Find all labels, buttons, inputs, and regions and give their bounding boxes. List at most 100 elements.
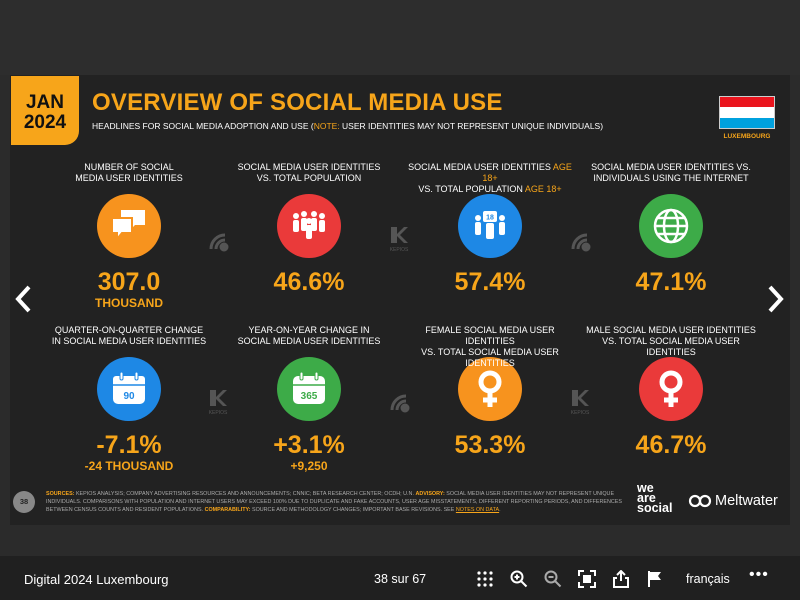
flag-stripe-white (720, 107, 774, 118)
label-line-1: FEMALE SOCIAL MEDIA USER IDENTITIES (425, 325, 555, 346)
luxembourg-flag-icon (719, 96, 775, 129)
grid-view-button[interactable] (474, 568, 496, 590)
people-18-icon: 18 (458, 194, 522, 258)
flag-icon (648, 571, 661, 587)
calendar-90-icon: 90 (97, 357, 161, 421)
label-line-1: MALE SOCIAL MEDIA USER IDENTITIES (586, 325, 756, 335)
metric-label: NUMBER OF SOCIAL MEDIA USER IDENTITIES (39, 162, 219, 186)
label-line-2: MEDIA USER IDENTITIES (75, 173, 183, 183)
metric-male-share: MALE SOCIAL MEDIA USER IDENTITIES vs. TOT… (581, 325, 761, 459)
female-symbol-icon (458, 357, 522, 421)
metric-value: 57.4% (454, 268, 526, 296)
slide-title: OVERVIEW OF SOCIAL MEDIA USE (92, 89, 503, 116)
metric-value: 46.6% (273, 268, 345, 296)
metric-value: 46.7% (635, 431, 707, 459)
metric-label: SOCIAL MEDIA USER IDENTITIES vs. INDIVIDU… (581, 162, 761, 186)
label-line-1: SOCIAL MEDIA USER IDENTITIES (408, 162, 551, 172)
label-line-2: vs. TOTAL POPULATION (256, 173, 362, 183)
datareportal-watermark-icon (389, 391, 413, 418)
meltwater-mark-icon (688, 494, 712, 508)
metric-vs-population-18plus: SOCIAL MEDIA USER IDENTITIES AGE 18+ vs. … (400, 162, 580, 296)
metric-sub: -24 THOUSAND (84, 459, 174, 473)
label-line-2: vs. TOTAL SOCIAL MEDIA USER IDENTITIES (421, 347, 559, 368)
notes-on-data-link[interactable]: NOTES ON DATA (455, 507, 500, 513)
label-line-1: SOCIAL MEDIA USER IDENTITIES vs. (591, 162, 751, 172)
comparability-text: SOURCE AND METHODOLOGY CHANGES; IMPORTAN… (250, 507, 456, 513)
zoom-in-button[interactable] (508, 568, 530, 590)
label-line-2: SOCIAL MEDIA USER IDENTITIES (237, 336, 381, 346)
metric-value: 307.0 (97, 268, 161, 296)
language-selector[interactable]: français (686, 572, 730, 586)
metric-label: SOCIAL MEDIA USER IDENTITIES vs. TOTAL PO… (219, 162, 399, 186)
subtitle-note: NOTE: (313, 121, 340, 131)
female-symbol-icon (639, 357, 703, 421)
viewer-top-bar (0, 0, 800, 75)
zoom-out-button[interactable] (542, 568, 564, 590)
subtitle-text: HEADLINES FOR SOCIAL MEDIA ADOPTION AND … (92, 121, 314, 131)
metric-sub: THOUSAND (95, 296, 163, 310)
sources-text: KEPIOS ANALYSIS; COMPANY ADVERTISING RES… (74, 491, 416, 497)
grid-icon (477, 571, 493, 587)
metric-vs-total-population: SOCIAL MEDIA USER IDENTITIES vs. TOTAL PO… (219, 162, 399, 296)
logo-line-3: social (637, 501, 673, 515)
label-line-1: SOCIAL MEDIA USER IDENTITIES (237, 162, 381, 172)
speech-bubbles-icon (97, 194, 161, 258)
label-line-2: vs. TOTAL POPULATION (418, 184, 523, 194)
slide-subtitle: HEADLINES FOR SOCIAL MEDIA ADOPTION AND … (92, 121, 603, 131)
more-options-button[interactable]: ••• (749, 566, 769, 583)
slide-page-number: 38 (13, 491, 35, 513)
kepios-watermark-text: KEPIOS (389, 247, 409, 253)
kepios-watermark-text: KEPIOS (208, 410, 228, 416)
metric-label: FEMALE SOCIAL MEDIA USER IDENTITIES vs. T… (400, 325, 580, 368)
label-line-1: YEAR-ON-YEAR CHANGE IN (248, 325, 370, 335)
metric-vs-internet-users: SOCIAL MEDIA USER IDENTITIES vs. INDIVIDU… (581, 162, 761, 296)
report-flag-button[interactable] (644, 568, 666, 590)
chevron-right-icon (768, 285, 784, 313)
label-highlight-1: AGE 18+ (482, 162, 572, 183)
metric-value: -7.1% (96, 431, 162, 459)
fullscreen-button[interactable] (576, 568, 598, 590)
label-line-1: NUMBER OF SOCIAL (84, 162, 174, 172)
previous-slide-button[interactable] (14, 284, 34, 322)
next-slide-button[interactable] (765, 284, 785, 322)
datareportal-watermark-icon (570, 230, 594, 257)
share-button[interactable] (610, 568, 632, 590)
metric-label: YEAR-ON-YEAR CHANGE IN SOCIAL MEDIA USER … (219, 325, 399, 349)
metric-value: +3.1% (273, 431, 345, 459)
metric-year-change: YEAR-ON-YEAR CHANGE IN SOCIAL MEDIA USER … (219, 325, 399, 474)
calendar-365-icon: 365 (277, 357, 341, 421)
fullscreen-icon (578, 570, 596, 588)
label-line-1: QUARTER-ON-QUARTER CHANGE (54, 325, 204, 335)
kepios-watermark-icon: KEPIOS (208, 388, 228, 416)
page-counter: 38 sur 67 (374, 572, 427, 586)
country-label: LUXEMBOURG (723, 133, 771, 140)
datareportal-watermark-icon (208, 230, 232, 257)
comparability-label: COMPARABILITY: (204, 507, 251, 513)
label-highlight-2: AGE 18+ (522, 184, 562, 194)
slide: JAN 2024 OVERVIEW OF SOCIAL MEDIA USE HE… (10, 75, 790, 525)
zoom-out-icon (544, 570, 562, 588)
advisory-label: ADVISORY: (415, 491, 445, 497)
viewer-toolbar: Digital 2024 Luxembourg 38 sur 67 frança… (0, 556, 800, 600)
logo-line-2: are (637, 491, 656, 505)
flag-stripe-blue (720, 117, 774, 128)
metric-female-share: FEMALE SOCIAL MEDIA USER IDENTITIES vs. T… (400, 325, 580, 459)
globe-icon (639, 194, 703, 258)
logo-line-1: we (637, 481, 654, 495)
date-badge: JAN 2024 (11, 76, 79, 145)
metric-label: QUARTER-ON-QUARTER CHANGE IN SOCIAL MEDIA… (39, 325, 219, 349)
subtitle-text-end: USER IDENTITIES MAY NOT REPRESENT UNIQUE… (339, 121, 604, 131)
label-line-2: IN SOCIAL MEDIA USER IDENTITIES (51, 336, 207, 346)
label-line-2: INDIVIDUALS USING THE INTERNET (593, 173, 749, 183)
share-icon (613, 570, 629, 588)
chevron-left-icon (15, 285, 31, 313)
we-are-social-logo: we are social (637, 481, 673, 515)
document-title: Digital 2024 Luxembourg (24, 572, 169, 587)
kepios-watermark-icon: KEPIOS (389, 225, 409, 253)
kepios-watermark-icon: KEPIOS (570, 388, 590, 416)
calendar-text: 365 (301, 391, 318, 402)
metric-label: SOCIAL MEDIA USER IDENTITIES AGE 18+ vs. … (400, 162, 580, 194)
metric-quarter-change: QUARTER-ON-QUARTER CHANGE IN SOCIAL MEDIA… (39, 325, 219, 474)
metric-sub: +9,250 (290, 459, 328, 473)
slide-footer-notes: SOURCES: KEPIOS ANALYSIS; COMPANY ADVERT… (46, 490, 624, 514)
